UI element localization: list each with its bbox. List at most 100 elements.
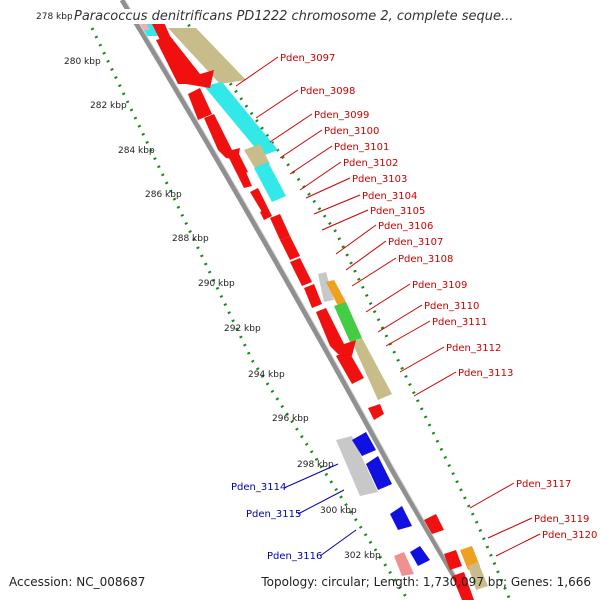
- leader-line: [365, 283, 411, 313]
- gene-arrow: [290, 258, 312, 286]
- reverse-gene-label[interactable]: Pden_3114: [231, 482, 286, 493]
- leader-line: [413, 371, 457, 397]
- chromosome-backbone: [119, 0, 471, 600]
- forward-gene-label[interactable]: Pden_3103: [352, 174, 407, 185]
- gene-arrow: [250, 188, 268, 212]
- leader-line: [255, 89, 299, 119]
- gene-arrow: [352, 432, 376, 456]
- leader-line: [289, 145, 333, 175]
- forward-gene-label[interactable]: Pden_3098: [300, 86, 355, 97]
- tan-feature: [352, 338, 392, 400]
- kbp-tick-label: 302 kbp: [344, 551, 381, 561]
- forward-gene-label[interactable]: Pden_3117: [516, 479, 571, 490]
- forward-gene-label[interactable]: Pden_3113: [458, 368, 513, 379]
- gene-arrow: [424, 514, 444, 534]
- kbp-tick-label: 282 kbp: [90, 101, 127, 111]
- kbp-tick-label: 296 kbp: [272, 414, 309, 424]
- gene-arrow: [156, 36, 214, 88]
- forward-gene-label[interactable]: Pden_3112: [446, 343, 501, 354]
- grey-feature: [336, 436, 378, 496]
- forward-gene-label[interactable]: Pden_3099: [314, 110, 369, 121]
- forward-gene-label[interactable]: Pden_3108: [398, 254, 453, 265]
- leader-line: [399, 346, 445, 373]
- forward-gene-label[interactable]: Pden_3109: [412, 280, 467, 291]
- forward-gene-label[interactable]: Pden_3120: [542, 530, 597, 541]
- orange-feature: [326, 280, 346, 306]
- gene-arrow: [228, 152, 248, 176]
- gene-arrow: [368, 404, 384, 420]
- cyan-feature: [254, 162, 286, 202]
- gene-arrow: [410, 546, 430, 566]
- forward-gene-arrows: [150, 18, 474, 600]
- leader-line: [385, 320, 431, 347]
- reverse-gene-label[interactable]: Pden_3115: [246, 509, 301, 520]
- leader-line: [351, 257, 397, 287]
- tan-feature: [468, 562, 488, 590]
- forward-gene-label[interactable]: Pden_3119: [534, 514, 589, 525]
- kbp-tick-label: 286 kbp: [145, 190, 182, 200]
- leader-line: [335, 224, 377, 255]
- gene-arrow: [304, 284, 322, 308]
- pink-feature: [394, 552, 414, 576]
- kbp-tick-label: 284 kbp: [118, 146, 155, 156]
- left-ruler-line: [90, 27, 410, 600]
- kbp-tick-label: 300 kbp: [320, 506, 357, 516]
- gene-arrow: [260, 208, 272, 220]
- leader-line: [377, 304, 423, 333]
- kbp-tick-label: 288 kbp: [172, 234, 209, 244]
- leader-line: [319, 529, 357, 557]
- forward-gene-label[interactable]: Pden_3110: [424, 301, 479, 312]
- kbp-tick-labels: 278 kbp 280 kbp 282 kbp 284 kbp 286 kbp 288 k…: [36, 12, 381, 561]
- forward-gene-label[interactable]: Pden_3101: [334, 142, 389, 153]
- gene-arrow: [452, 572, 474, 600]
- grey-feature: [318, 272, 334, 302]
- kbp-tick-label: 278 kbp: [36, 12, 73, 22]
- tan-feature: [168, 28, 246, 84]
- genome-summary: Topology: circular; Length: 1,730,097 bp…: [261, 575, 591, 589]
- gene-arrow: [390, 506, 412, 530]
- forward-gene-label[interactable]: Pden_3102: [343, 158, 398, 169]
- leader-line: [305, 177, 351, 199]
- forward-gene-label[interactable]: Pden_3097: [280, 53, 335, 64]
- kbp-tick-label: 280 kbp: [64, 57, 101, 67]
- gene-label-leaders: [235, 56, 541, 557]
- gene-arrow: [280, 236, 300, 260]
- kbp-tick-label: 292 kbp: [224, 324, 261, 334]
- reverse-gene-label[interactable]: Pden_3116: [267, 551, 322, 562]
- map-title: Paracoccus denitrificans PD1222 chromoso…: [72, 9, 516, 24]
- gene-arrow: [336, 350, 364, 384]
- kbp-tick-label: 298 kbp: [297, 460, 334, 470]
- forward-gene-label[interactable]: Pden_3107: [388, 237, 443, 248]
- gene-arrow: [270, 214, 290, 240]
- gene-arrow: [444, 550, 462, 570]
- gene-labels: Pden_3097 Pden_3098 Pden_3099 Pden_3100 Pden…: [231, 53, 597, 562]
- leader-line: [299, 161, 342, 191]
- gene-arrow: [238, 172, 252, 188]
- forward-gene-label[interactable]: Pden_3104: [362, 191, 417, 202]
- forward-gene-label[interactable]: Pden_3100: [324, 126, 379, 137]
- leader-line: [487, 517, 533, 539]
- forward-gene-label[interactable]: Pden_3105: [370, 206, 425, 217]
- leader-line: [469, 482, 515, 509]
- feature-strip: [168, 28, 488, 590]
- leader-line: [313, 194, 361, 215]
- forward-gene-label[interactable]: Pden_3106: [378, 221, 433, 232]
- tan-feature: [244, 144, 270, 170]
- right-ruler-line: [176, 9, 512, 600]
- leader-line: [495, 533, 541, 557]
- leader-line: [345, 240, 387, 271]
- accession-label: Accession: NC_008687: [9, 575, 146, 589]
- gene-arrow: [204, 114, 240, 160]
- kbp-tick-label: 290 kbp: [198, 279, 235, 289]
- leader-line: [279, 129, 323, 159]
- leader-line: [269, 113, 313, 143]
- gene-arrow: [366, 456, 392, 490]
- green-feature: [334, 302, 362, 342]
- ruler-lines: [90, 9, 512, 600]
- leader-line: [297, 489, 345, 515]
- gene-arrow: [316, 308, 356, 356]
- forward-gene-label[interactable]: Pden_3111: [432, 317, 487, 328]
- leader-line: [283, 463, 339, 489]
- leader-line: [321, 209, 369, 231]
